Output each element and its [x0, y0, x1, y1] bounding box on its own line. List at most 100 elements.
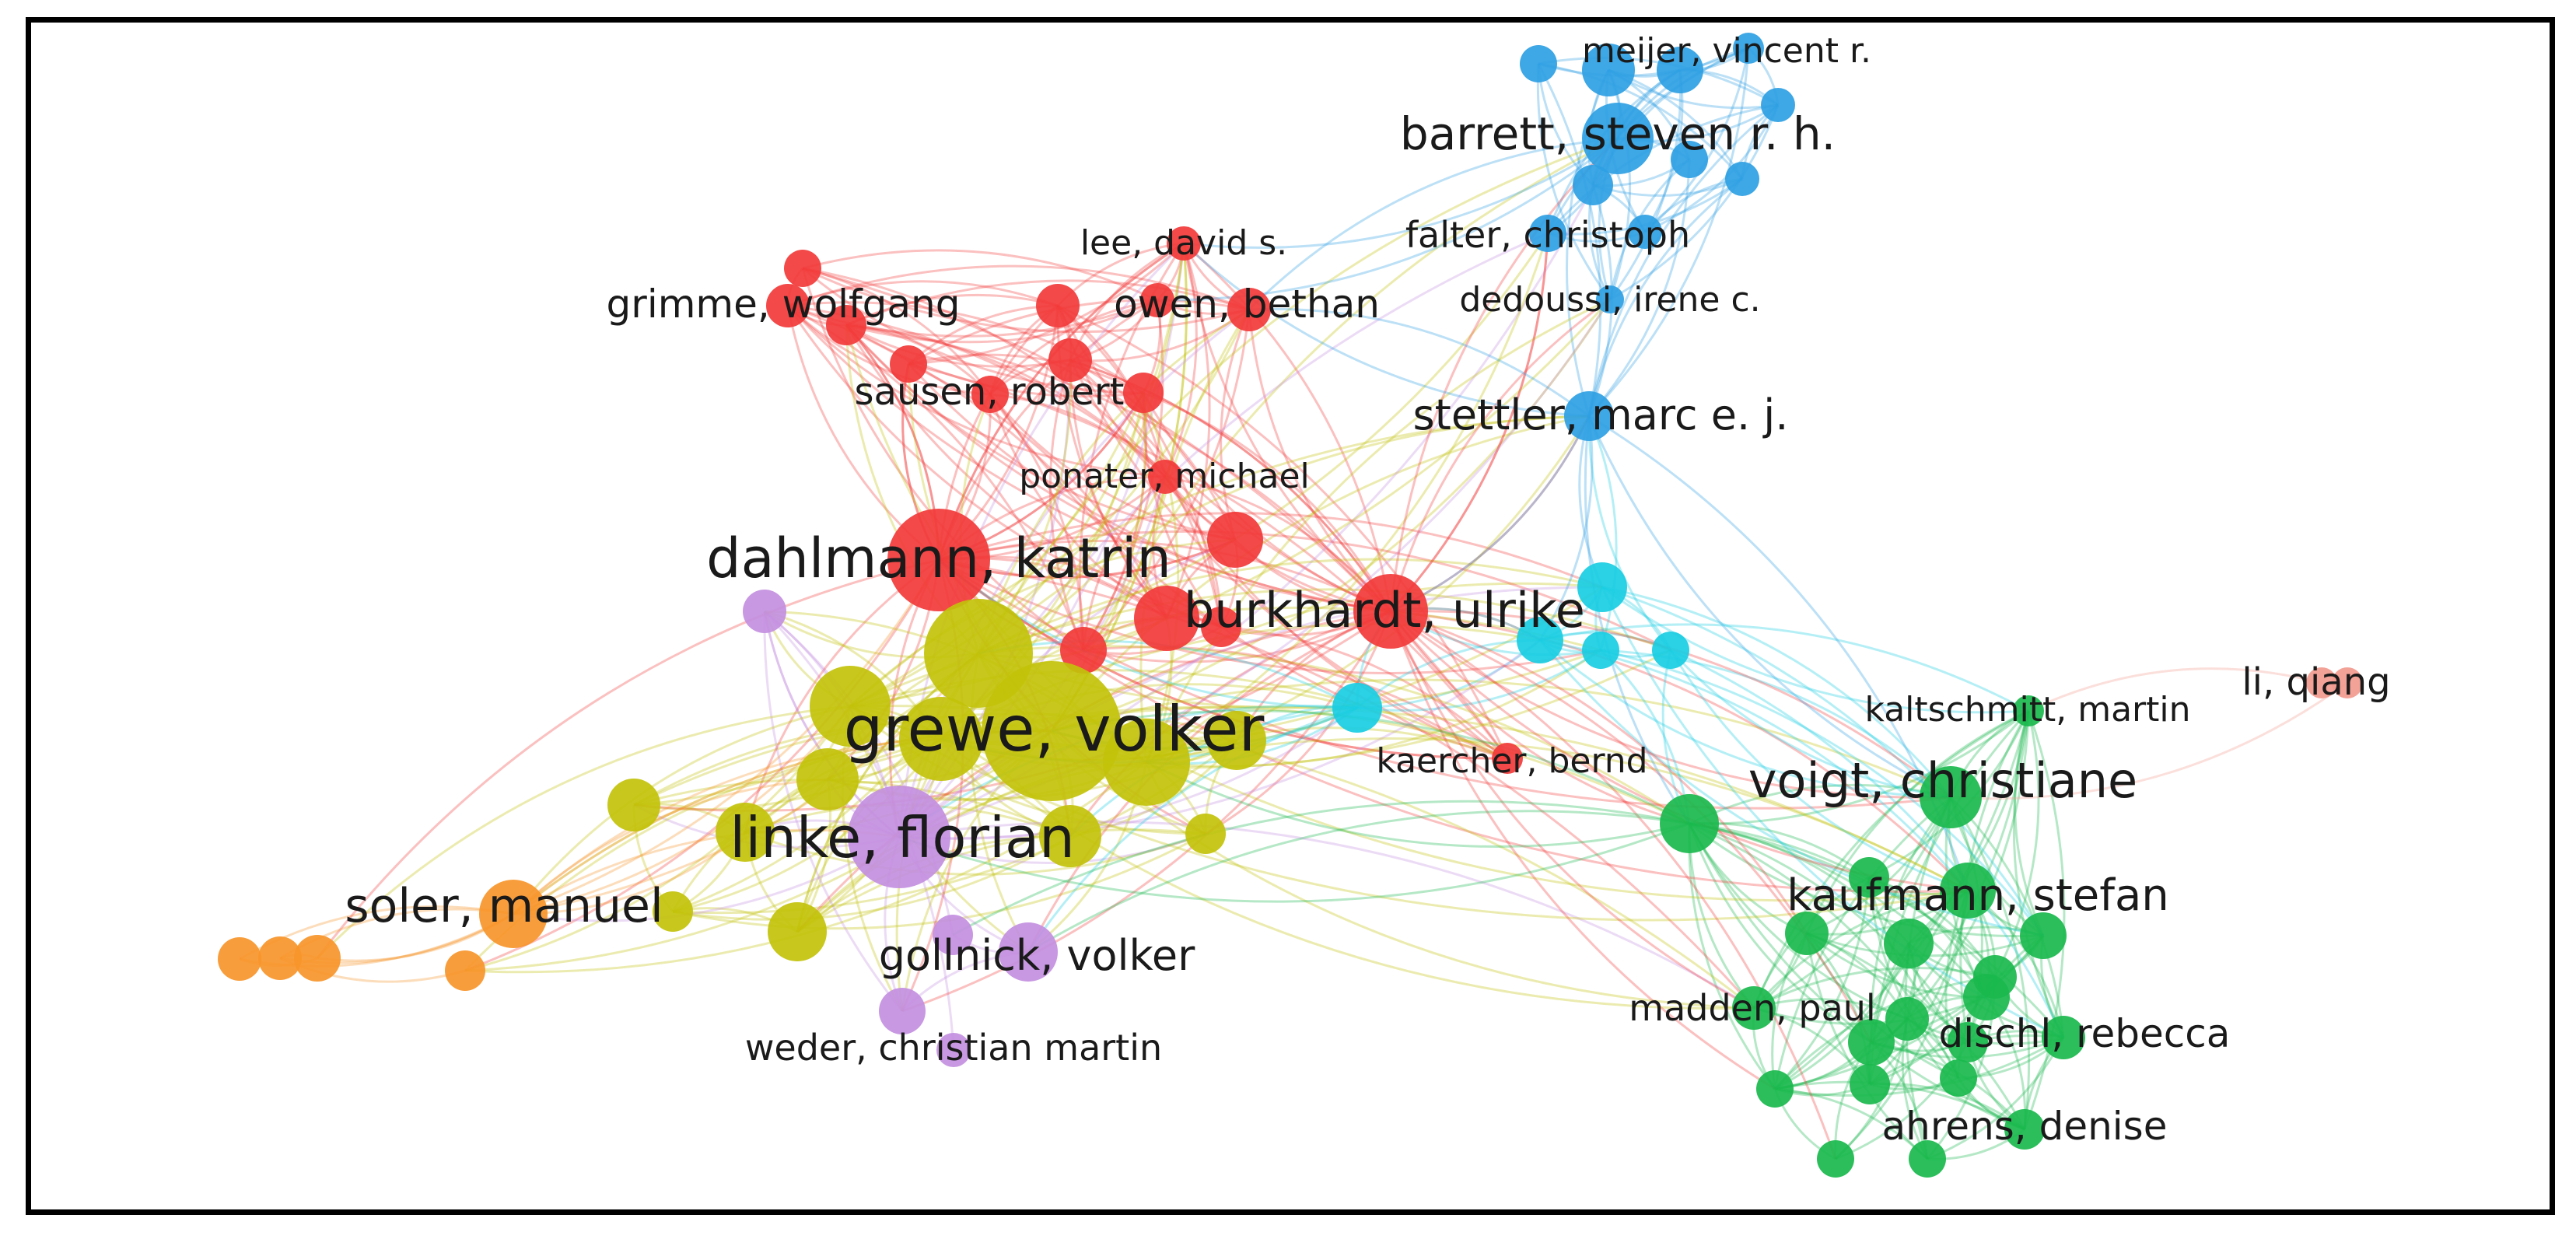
network-edge [1906, 710, 2030, 1020]
network-edge [1248, 137, 1619, 311]
network-edge [796, 828, 1206, 933]
node-p1 [743, 590, 786, 633]
node-p3 [936, 1033, 971, 1067]
network-edge [1904, 796, 1952, 1160]
node-g9 [1848, 1019, 1895, 1066]
node-b7 [1725, 162, 1759, 196]
network-edge [1753, 967, 1996, 1010]
node-b4 [1761, 88, 1795, 122]
network-edge [845, 279, 1250, 327]
network-edge [1146, 233, 1549, 764]
network-edge [938, 558, 1358, 709]
node-label-lee: lee, david s. [1080, 223, 1287, 263]
node-c3 [1517, 617, 1563, 663]
node-p2 [933, 915, 973, 955]
node-sausen [971, 376, 1009, 413]
network-edge [1048, 359, 1085, 651]
network-edge [898, 538, 1236, 838]
network-edge [1205, 611, 1392, 835]
node-c5 [1652, 632, 1689, 669]
network-edge [802, 267, 1144, 394]
network-edge [672, 835, 1071, 921]
node-r3 [1036, 284, 1080, 327]
network-edge [1669, 649, 1951, 799]
node-owen [1227, 288, 1271, 331]
network-edge [1083, 610, 1391, 663]
node-g7 [1963, 974, 2010, 1020]
node-b2 [1582, 44, 1635, 96]
network-edge [1146, 761, 1690, 848]
network-edge [1051, 582, 1603, 733]
node-r1 [784, 250, 821, 287]
network-edge [845, 324, 992, 396]
network-edge [977, 308, 1250, 654]
network-edge [787, 280, 1059, 307]
node-linke [848, 786, 950, 888]
network-edge [1051, 299, 1612, 733]
network-edge [1146, 737, 1969, 892]
network-edge [1774, 710, 2030, 1090]
network-edge [849, 705, 1206, 835]
network-edge [1587, 415, 1951, 799]
node-r11 [1060, 627, 1107, 674]
network-edge [787, 301, 1144, 394]
node-weder [879, 988, 926, 1034]
network-edge [1907, 710, 2030, 945]
network-edge [1601, 586, 2045, 936]
node-burkhardt [1353, 574, 1428, 649]
network-edge [1584, 415, 1691, 824]
node-label-ponater: ponater, michael [1019, 457, 1310, 496]
network-edge [1027, 810, 1690, 954]
network-edge [1248, 309, 1392, 613]
node-g14 [1817, 1140, 1854, 1178]
network-edge [1069, 706, 1358, 838]
network-edge [1689, 783, 1951, 825]
node-label-li: li, qiang [2242, 660, 2390, 704]
network-edge [1389, 611, 1690, 825]
network-edge [1142, 392, 1223, 628]
network-edge [1587, 415, 1618, 651]
network-edge [938, 540, 1391, 613]
network-edge [849, 392, 1145, 708]
network-edge [1050, 137, 1619, 732]
node-r10 [1201, 607, 1241, 647]
network-edge [1587, 159, 1691, 417]
network-edge [1950, 681, 2348, 800]
node-b3 [1733, 33, 1764, 64]
network-edge [1993, 710, 2040, 978]
network-edge [849, 538, 1236, 708]
network-edge [1774, 1036, 2064, 1097]
network-edge [1538, 47, 1749, 77]
network-edge [898, 706, 1358, 840]
node-g12 [1850, 1064, 1890, 1104]
node-o4 [218, 937, 261, 981]
network-edge [845, 324, 1392, 613]
node-y8 [607, 779, 660, 831]
network-edge [1607, 69, 1632, 300]
network-edge [1689, 822, 1910, 944]
network-edge [1356, 639, 1541, 709]
network-edge [1608, 69, 1682, 300]
node-g1 [1660, 794, 1719, 853]
network-edge [1146, 649, 1601, 768]
node-r8 [1207, 512, 1263, 568]
network-edge [1669, 649, 1969, 892]
network-edge [1390, 610, 1951, 799]
network-edge [1536, 63, 1612, 300]
node-y5 [1207, 711, 1266, 770]
node-label-gollnick: gollnick, volker [879, 931, 1195, 980]
node-gollnick [999, 922, 1058, 982]
node-label-madden: madden, paul [1629, 987, 1875, 1029]
network-edge [938, 558, 1755, 1009]
network-edge [1752, 889, 1969, 1009]
node-label-barrett: barrett, steven r. h. [1400, 107, 1836, 160]
network-edge [512, 778, 828, 915]
network-edge [1069, 610, 1391, 837]
network-edge [1834, 890, 1969, 1160]
network-edge [1805, 933, 1929, 1160]
network-edge [1867, 877, 1969, 1044]
network-edge [801, 268, 1084, 652]
network-edge [1356, 639, 1541, 709]
network-edge [1082, 392, 1148, 651]
node-grimme [826, 305, 866, 345]
